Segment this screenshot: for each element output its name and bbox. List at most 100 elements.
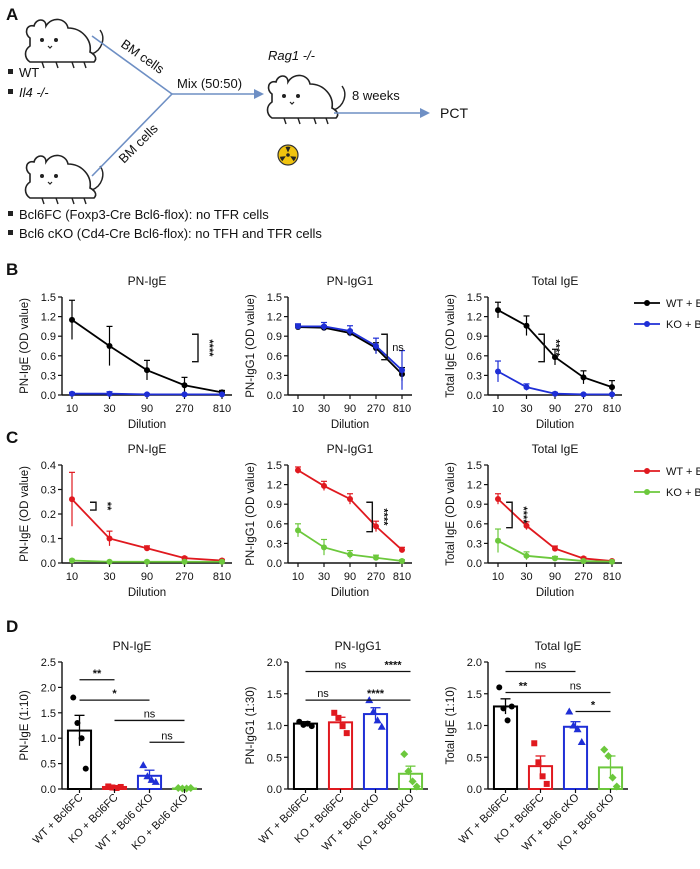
legend-marker	[644, 300, 650, 306]
data-point	[106, 558, 113, 565]
y-tick-label: 0.9	[267, 499, 282, 511]
data-point	[580, 391, 587, 398]
comparison-label: ns	[535, 660, 547, 672]
y-tick-label: 0.3	[467, 538, 482, 550]
data-point	[399, 367, 405, 374]
y-tick-label: 0.1	[41, 534, 56, 546]
chart-title: PN-IgG1	[327, 274, 374, 288]
data-point	[495, 368, 501, 375]
y-axis-label: Total IgE (OD value)	[445, 462, 457, 566]
data-point	[321, 482, 327, 489]
x-tick-label: 30	[318, 571, 330, 583]
y-tick-label: 1.5	[41, 708, 56, 720]
y-tick-label: 0.0	[41, 784, 56, 796]
data-point	[399, 558, 405, 565]
data-point	[296, 718, 303, 725]
comparison-label: ns	[570, 680, 582, 692]
legend-label: WT + Bcl6 cKO	[666, 466, 700, 478]
donor-top-bullet-2: Il4 -/-	[19, 85, 49, 100]
chart-c-pn-igg1: 0.0 0.3 0.6 0.9 1.2 1.5 PN-IgG1 (OD value) 10 30…	[245, 442, 412, 599]
x-tick-label: 270	[367, 571, 385, 583]
data-point	[347, 551, 353, 558]
legend-marker	[644, 489, 650, 495]
y-tick-label: 1.5	[41, 292, 56, 304]
data-point	[500, 705, 507, 712]
comparison-label: *	[112, 688, 117, 700]
y-tick-label: 0.0	[267, 784, 282, 796]
x-tick-label: 30	[103, 403, 115, 415]
data-point	[82, 765, 89, 772]
panel-a: A WT Il4 -/- Bcl6FC (Foxp3-Cre	[6, 5, 468, 241]
data-point	[113, 784, 120, 791]
y-tick-label: 0.6	[467, 519, 482, 531]
data-point	[495, 537, 501, 544]
data-point	[569, 721, 578, 729]
x-tick-label: 30	[520, 403, 532, 415]
x-axis-label: Dilution	[128, 419, 166, 431]
y-tick-label: 0.6	[41, 351, 56, 363]
data-point	[69, 390, 75, 397]
data-point	[565, 707, 574, 715]
data-point	[106, 390, 113, 397]
legend-marker	[644, 468, 650, 474]
y-tick-label: 1.0	[41, 733, 56, 745]
panel-b-letter: B	[6, 260, 18, 279]
bm-line-top	[91, 35, 173, 95]
data-point	[321, 323, 327, 330]
data-point	[69, 557, 75, 564]
data-point	[106, 343, 113, 349]
data-point	[573, 725, 582, 733]
data-point	[347, 495, 353, 502]
data-point	[181, 558, 188, 565]
mix-label: Mix (50:50)	[177, 76, 242, 91]
significance-label: ns	[392, 342, 404, 354]
data-point	[404, 767, 413, 776]
x-tick-label: 90	[549, 403, 561, 415]
y-axis-label: PN-IgG1 (1:30)	[245, 686, 257, 764]
series-line	[497, 498, 613, 562]
y-tick-label: 1.5	[467, 460, 482, 472]
bullet-marker	[8, 230, 13, 235]
y-tick-label: 1.0	[467, 721, 482, 733]
x-axis-label: Dilution	[536, 419, 574, 431]
chart-title: PN-IgE	[128, 274, 167, 288]
y-tick-label: 0.9	[267, 331, 282, 343]
pct-label: PCT	[440, 105, 468, 121]
data-point	[400, 750, 409, 759]
significance-label: ****	[549, 339, 561, 357]
donor-mouse-bottom-icon	[24, 154, 104, 205]
donor-top-bullet-1: WT	[19, 65, 39, 80]
chart-c-total-ige: 0.0 0.3 0.6 0.9 1.2 1.5 Total IgE (OD value) 10…	[445, 442, 700, 599]
bm-label-top: BM cells	[118, 36, 167, 77]
significance-label: **	[101, 502, 113, 511]
data-point	[78, 735, 85, 742]
y-tick-label: 0.6	[267, 519, 282, 531]
y-tick-label: 0.2	[41, 509, 56, 521]
data-point	[109, 784, 116, 791]
data-point	[508, 703, 515, 710]
data-point	[552, 555, 558, 562]
legend-marker	[644, 321, 650, 327]
data-point	[496, 684, 503, 691]
y-tick-label: 2.0	[41, 682, 56, 694]
chart-title: Total IgE	[535, 639, 582, 653]
chart-title: Total IgE	[532, 274, 579, 288]
x-tick-label: 90	[141, 403, 153, 415]
x-tick-label: 90	[549, 571, 561, 583]
data-point	[219, 391, 225, 398]
panel-c-letter: C	[6, 428, 18, 447]
y-axis-label: Total IgE (1:10)	[445, 686, 457, 764]
y-axis-label: PN-IgE (1:10)	[19, 690, 31, 760]
data-point	[577, 738, 586, 746]
data-point	[523, 552, 530, 559]
data-point	[106, 535, 113, 542]
y-tick-label: 0.3	[41, 370, 56, 382]
data-point	[373, 716, 382, 724]
y-tick-label: 0.0	[467, 558, 482, 570]
y-tick-label: 0.4	[41, 460, 56, 472]
chart-b-total-ige: 0.0 0.3 0.6 0.9 1.2 1.5 Total IgE (OD value) 10…	[445, 274, 700, 431]
data-point	[144, 367, 150, 374]
bar	[292, 722, 319, 790]
comparison-label: **	[93, 668, 102, 680]
